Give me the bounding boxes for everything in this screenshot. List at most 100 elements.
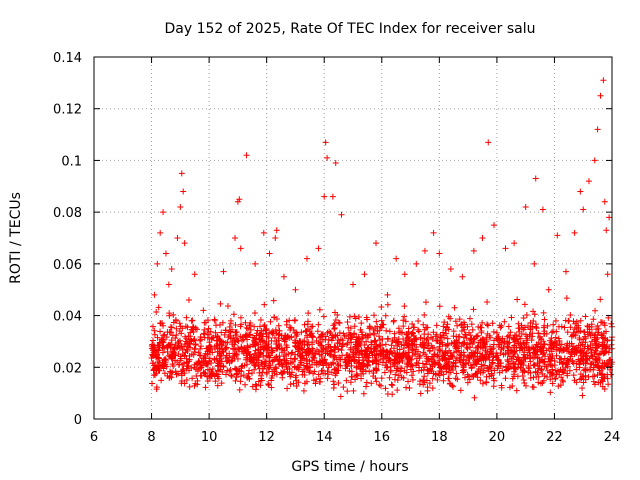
roti-point [149,323,156,330]
roti-point [353,345,360,352]
roti-point [343,333,350,340]
roti-point [257,382,264,389]
roti-point [271,314,278,321]
roti-point [380,321,387,328]
roti-point [506,339,513,346]
roti-peak-point [361,271,368,278]
roti-point [408,345,415,352]
roti-point [291,355,298,362]
roti-point [171,344,178,351]
roti-point [330,378,337,385]
roti-point [223,371,230,378]
roti-point [173,332,180,339]
roti-point [328,347,335,354]
roti-point [328,337,335,344]
roti-point [220,363,227,370]
data-points [148,77,615,401]
roti-point [488,370,495,377]
roti-point [172,335,179,342]
roti-peak-point [562,268,569,275]
roti-point [350,387,357,394]
roti-peak-point [585,178,592,185]
roti-point [257,331,264,338]
roti-point [344,388,351,395]
roti-point [466,376,473,383]
roti-point [334,361,341,368]
roti-peak-point [178,170,185,177]
roti-point [427,348,434,355]
roti-point [289,358,296,365]
roti-point [337,356,344,363]
roti-point [360,390,367,397]
roti-point [391,356,398,363]
roti-point [502,350,509,357]
roti-peak-point [421,247,428,254]
roti-point [169,355,176,362]
roti-point [178,330,185,337]
roti-peak-point [151,291,158,298]
roti-point [437,334,444,341]
y-tick-label: 0.1 [61,154,82,169]
roti-point [439,339,446,346]
roti-peak-point [162,250,169,257]
roti-point [504,333,511,340]
roti-point [244,325,251,332]
roti-point [599,378,606,385]
roti-point [354,372,361,379]
roti-point [301,372,308,379]
roti-point [331,309,338,316]
roti-point [469,326,476,333]
roti-point [490,328,497,335]
roti-point [346,313,353,320]
roti-point [293,377,300,384]
roti-point [431,359,438,366]
roti-point [553,328,560,335]
roti-point [242,347,249,354]
roti-point [351,330,358,337]
roti-point [237,378,244,385]
roti-point [322,345,329,352]
roti-point [327,329,334,336]
roti-point [564,342,571,349]
roti-point [436,303,443,310]
roti-peak-point [165,281,172,288]
roti-peak-point [413,260,420,267]
roti-point [420,377,427,384]
roti-point [222,327,229,334]
roti-point [417,378,424,385]
roti-point [325,341,332,348]
roti-peak-point [324,154,331,161]
roti-point [504,356,511,363]
roti-point [436,357,443,364]
roti-point [524,352,531,359]
roti-point [552,334,559,341]
roti-point [178,377,185,384]
roti-point [416,364,423,371]
roti-point [218,341,225,348]
roti-point [420,321,427,328]
roti-point [392,371,399,378]
roti-point [348,368,355,375]
roti-point [366,350,373,357]
roti-point [162,359,169,366]
x-tick-label: 22 [546,430,563,445]
roti-point [318,353,325,360]
roti-point [348,362,355,369]
roti-point [170,349,177,356]
roti-point [468,372,475,379]
roti-point [335,367,342,374]
roti-point [541,358,548,365]
roti-point [409,321,416,328]
roti-point [489,320,496,327]
roti-point [151,367,158,374]
roti-point [497,350,504,357]
roti-peak-point [554,232,561,239]
roti-point [565,348,572,355]
y-tick-label: 0.14 [53,51,82,66]
roti-point [443,324,450,331]
roti-point [507,329,514,336]
roti-point [527,369,534,376]
roti-point [276,360,283,367]
roti-point [298,359,305,366]
